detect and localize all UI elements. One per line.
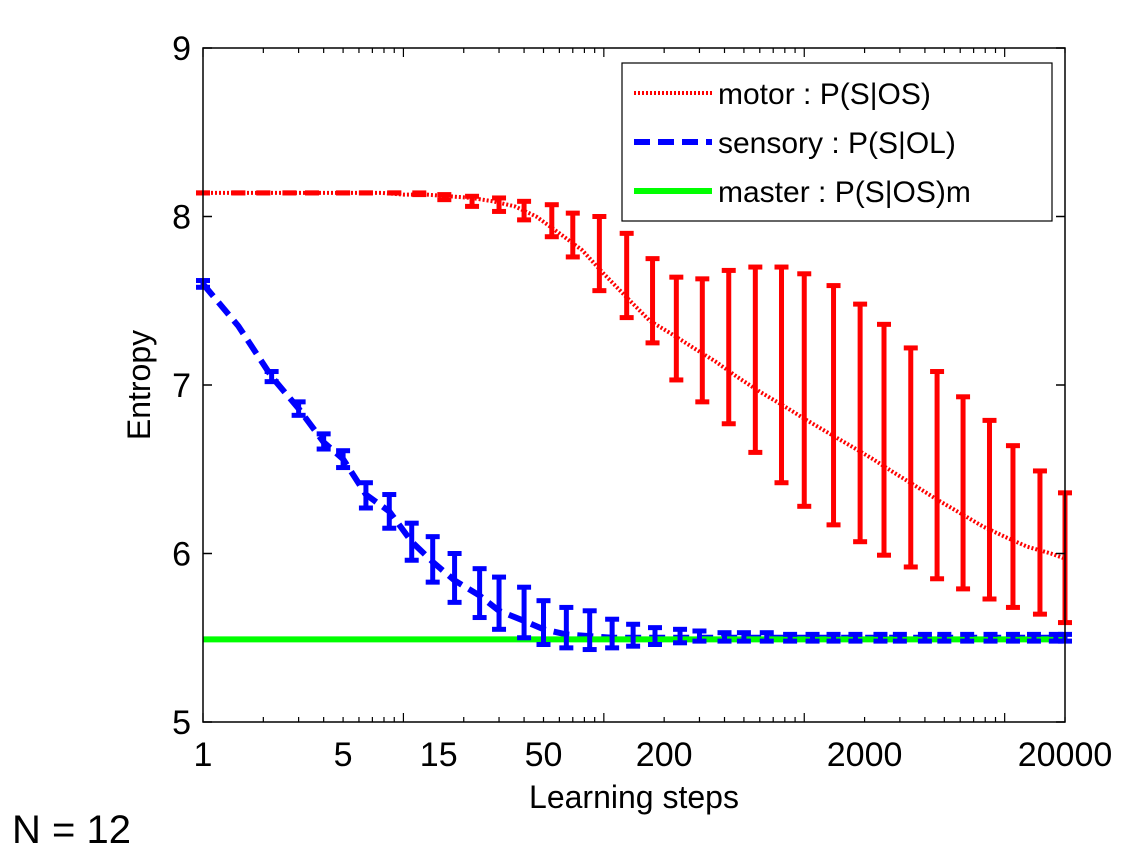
error-bar-sensory (336, 448, 351, 471)
error-bar-motor (797, 271, 812, 509)
error-bar-sensory (358, 480, 373, 511)
axes-layer (202, 47, 1066, 723)
legend-label-sensory: sensory : P(S|OL) (718, 127, 956, 160)
error-bar-sensory (605, 616, 620, 651)
error-bar-sensory (1026, 631, 1041, 644)
error-bar-motor (645, 256, 660, 346)
error-bar-sensory (673, 626, 688, 646)
error-bar-motor (748, 264, 763, 455)
error-bar-sensory (404, 520, 419, 563)
error-bar-motor (853, 301, 868, 545)
error-bar-sensory (626, 621, 641, 649)
error-bar-motor (1032, 468, 1047, 617)
errorbar-layer (196, 190, 1072, 653)
error-bar-sensory (536, 598, 551, 647)
x-tick-label: 15 (420, 736, 458, 774)
error-bar-motor (1005, 443, 1020, 610)
error-bar-motor (437, 192, 452, 203)
error-bar-motor (412, 190, 427, 198)
y-tick-label: 8 (172, 199, 191, 237)
error-bar-sensory (447, 551, 462, 605)
error-bar-sensory (291, 399, 306, 418)
error-bar-motor (695, 276, 710, 405)
error-bar-sensory (692, 628, 707, 644)
error-bar-sensory (647, 625, 662, 647)
error-bar-sensory (717, 630, 732, 644)
error-bar-sensory (425, 534, 440, 585)
error-bar-motor (669, 274, 684, 383)
x-tick-label: 20000 (1018, 736, 1113, 774)
legend-label-master: master : P(S|OS)m (718, 176, 971, 209)
error-bar-sensory (316, 431, 331, 452)
error-bar-sensory (848, 631, 863, 644)
error-bar-sensory (917, 631, 932, 644)
error-bar-motor (774, 264, 789, 486)
x-tick-label: 5 (334, 736, 353, 774)
error-bar-motor (619, 230, 634, 321)
y-tick-label: 6 (172, 536, 191, 574)
error-bar-motor (544, 202, 559, 240)
error-bar-sensory (264, 369, 279, 385)
y-axis-label: Entropy (121, 330, 157, 440)
error-bar-motor (465, 193, 480, 209)
x-tick-label: 50 (525, 736, 563, 774)
error-bar-sensory (759, 630, 774, 644)
error-bar-sensory (937, 631, 952, 644)
error-bar-sensory (492, 574, 507, 632)
x-tick-label: 2000 (827, 736, 903, 774)
error-bar-motor (903, 345, 918, 570)
sample-size-note: N = 12 (12, 808, 131, 852)
error-bar-sensory (873, 631, 888, 644)
error-bar-sensory (783, 631, 798, 644)
error-bar-sensory (1005, 631, 1020, 644)
error-bar-sensory (983, 631, 998, 644)
error-bar-motor (721, 267, 736, 427)
error-bar-motor (492, 195, 507, 214)
error-bar-sensory (582, 608, 597, 653)
x-axis-label: Learning steps (529, 779, 739, 815)
error-bar-sensory (805, 631, 820, 644)
y-tick-label: 9 (172, 30, 191, 68)
error-bar-motor (956, 394, 971, 592)
error-bar-sensory (826, 631, 841, 644)
legend: motor : P(S|OS) sensory : P(S|OL) master :… (621, 62, 1053, 222)
error-bar-motor (982, 417, 997, 602)
error-bar-motor (565, 210, 580, 260)
legend-label-motor: motor : P(S|OS) (718, 78, 931, 111)
x-tick-label: 200 (636, 736, 693, 774)
error-bar-motor (930, 369, 945, 582)
error-bar-sensory (960, 631, 975, 644)
error-bar-sensory (382, 492, 397, 531)
y-tick-label: 7 (172, 367, 191, 405)
error-bar-sensory (736, 630, 751, 644)
error-bar-sensory (472, 566, 487, 621)
error-bar-sensory (517, 584, 532, 641)
error-bar-motor (592, 214, 607, 294)
error-bar-motor (877, 321, 892, 558)
x-tick-label: 1 (194, 736, 213, 774)
error-bar-motor (517, 198, 532, 223)
error-bar-motor (826, 283, 841, 528)
error-bar-sensory (559, 604, 574, 651)
error-bar-sensory (892, 631, 907, 644)
y-tick-label: 5 (172, 704, 191, 742)
